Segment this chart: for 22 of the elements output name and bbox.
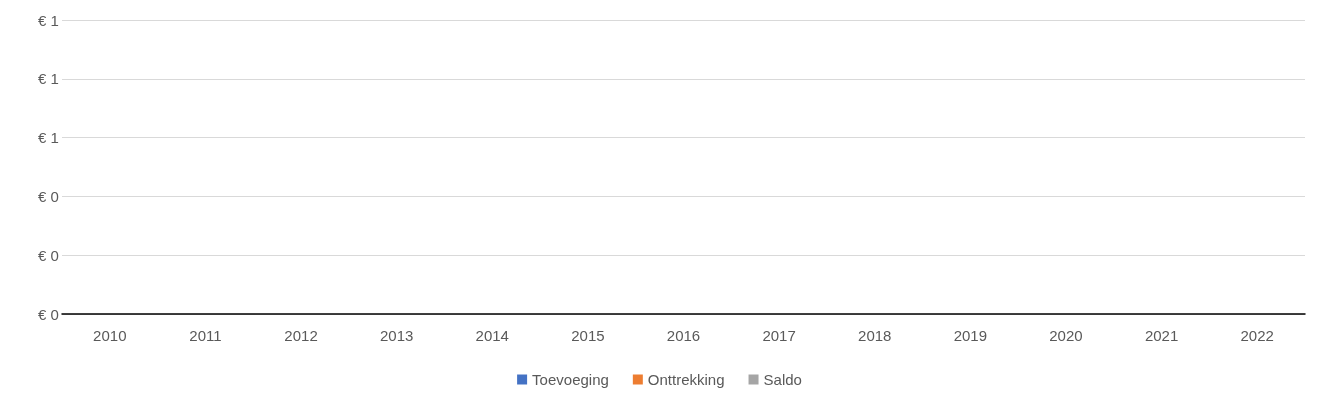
y-tick-label: € 1: [38, 70, 59, 88]
x-tick-label: 2019: [953, 327, 988, 344]
x-tick-label: 2013: [379, 327, 414, 344]
y-tick-label: € 1: [38, 129, 59, 147]
x-tick-label: 2011: [189, 327, 222, 344]
y-tick-label: € 0: [38, 305, 59, 323]
y-tick-label: € 1: [38, 11, 59, 29]
x-tick-label: 2015: [571, 327, 605, 344]
y-tick-label: € 0: [38, 187, 59, 205]
x-tick-label: 2010: [93, 327, 127, 344]
legend-label: Saldo: [763, 371, 802, 388]
x-tick-label: 2020: [1049, 327, 1083, 344]
x-tick-label: 2018: [858, 327, 892, 344]
y-tick-label: € 0: [38, 246, 59, 264]
x-tick-label: 2016: [666, 327, 701, 344]
legend-label: Toevoeging: [532, 371, 609, 388]
legend-label: Onttrekking: [647, 371, 725, 388]
x-tick-label: 2022: [1240, 327, 1274, 344]
x-tick-label: 2014: [475, 327, 509, 344]
x-tick-label: 2017: [762, 327, 796, 344]
x-tick-label: 2021: [1144, 327, 1179, 344]
x-tick-label: 2012: [284, 327, 318, 344]
